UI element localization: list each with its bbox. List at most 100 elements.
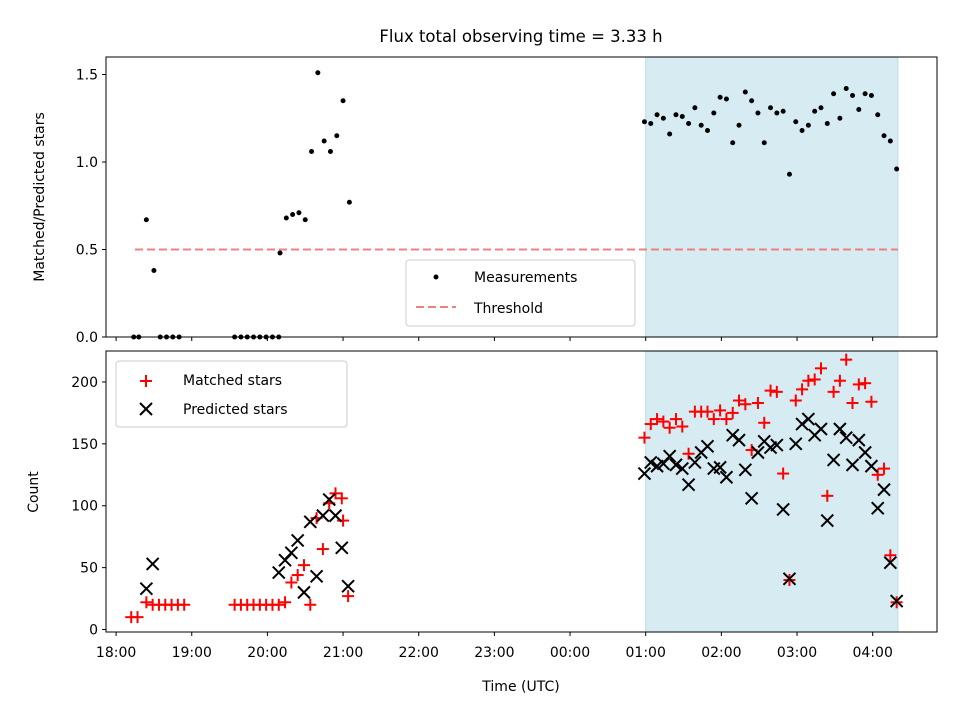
measurement-point [856, 107, 862, 112]
predicted-point [272, 565, 286, 580]
matched-point [859, 377, 872, 390]
predicted-point [814, 422, 828, 436]
top-y-ticks: 0.0 0.5 1.0 1.5 [76, 68, 106, 346]
predicted-point [820, 513, 834, 528]
matched-point [342, 590, 355, 603]
measurement-point [755, 110, 761, 116]
matched-point [739, 398, 752, 411]
x-tick-label: 23:00 [474, 645, 514, 661]
predicted-point [700, 439, 715, 454]
predicted-point [883, 555, 898, 570]
bottom-legend-box [115, 360, 348, 428]
predicted-point [139, 581, 154, 596]
matched-point [758, 416, 771, 429]
measurement-point [327, 149, 333, 154]
x-tick-label: 20:00 [247, 645, 287, 661]
top-legend-box [405, 259, 636, 327]
measurement-point [749, 98, 755, 104]
measurement-point [780, 108, 786, 114]
measurement-point [850, 93, 856, 98]
matched-point [335, 492, 348, 505]
top-y-tick-label: 1.0 [76, 155, 98, 171]
measurement-point [290, 212, 296, 217]
measurement-point [346, 199, 352, 205]
matched-point [669, 413, 682, 426]
measurement-point [302, 217, 308, 223]
measurement-point [648, 121, 654, 126]
measurement-point [340, 98, 346, 104]
predicted-point [290, 533, 305, 548]
predicted-legend-marker [139, 402, 153, 416]
matched-point [279, 596, 292, 609]
measurements-legend-marker [433, 274, 439, 280]
x-tick-label: 19:00 [172, 645, 212, 661]
x-tick-label: 00:00 [550, 645, 590, 661]
measurement-point [887, 138, 893, 144]
predicted-point [877, 482, 891, 497]
matched-point [304, 598, 317, 611]
matched-point [131, 611, 144, 624]
predicted-point [688, 455, 702, 470]
measurement-point [768, 105, 774, 111]
predicted-point [770, 438, 784, 452]
matched-point [676, 420, 689, 433]
bottom-y-tick-label: 200 [71, 375, 98, 391]
matched-point [833, 374, 846, 387]
predicted-point [751, 445, 765, 460]
bottom-y-tick-label: 0 [89, 623, 98, 639]
measurement-point [654, 112, 660, 118]
matched-point [878, 462, 891, 475]
measurement-point [296, 210, 302, 216]
top-panel: Flux total observing time = 3.33 h 0.00.… [32, 27, 938, 346]
measurement-point [799, 128, 805, 133]
measurement-point [277, 250, 283, 256]
predicted-point [145, 557, 160, 571]
x-tick-label: 04:00 [853, 645, 893, 661]
predicted-point [719, 470, 734, 484]
predicted-point [889, 594, 904, 608]
measurement-point [793, 119, 799, 125]
matched-point [297, 559, 310, 572]
bottom-panel: 0 50 100 150 200 18:00 19:00 20:00 21:00 22:00 23… [26, 350, 938, 695]
measurement-point [686, 121, 692, 126]
measurement-point [717, 94, 723, 100]
predicted-point [309, 569, 324, 584]
matched-point [285, 576, 298, 589]
bottom-x-ticks: 18:00 19:00 20:00 21:00 22:00 23:00 00:00 01:00… [96, 632, 893, 661]
top-axes-frame [105, 56, 938, 338]
predicted-point [681, 477, 696, 492]
predicted-legend-label: Predicted stars [183, 402, 288, 418]
matched-point [802, 374, 815, 387]
matched-point [827, 385, 840, 398]
predicted-point [637, 466, 652, 481]
measurement-point [692, 105, 698, 111]
measurement-point [824, 121, 830, 126]
matched-point [865, 395, 878, 408]
predicted-point [669, 458, 683, 472]
bottom-legend: Matched stars Predicted stars [115, 360, 348, 428]
predicted-point [328, 508, 343, 523]
measurement-point [742, 89, 748, 95]
measurement-point [761, 140, 767, 146]
matched-point [701, 405, 714, 418]
measurement-point [667, 131, 673, 137]
measurement-point [698, 122, 704, 128]
predicted-point [744, 491, 759, 506]
predicted-point [662, 449, 677, 463]
matched-point [644, 418, 657, 431]
matched-point [272, 598, 285, 611]
predicted-point [776, 502, 790, 517]
predicted-point [789, 437, 803, 451]
predicted-point [297, 585, 311, 600]
x-tick-label: 03:00 [777, 645, 817, 661]
top-y-tick-label: 0.5 [76, 243, 98, 259]
predicted-point [864, 459, 879, 473]
matched-stars-series [125, 353, 903, 624]
predicted-point [782, 572, 797, 586]
predicted-point [826, 453, 841, 467]
matched-point [291, 569, 304, 582]
bottom-axes-frame [105, 350, 938, 633]
matched-point [821, 489, 834, 502]
predicted-point [335, 541, 349, 555]
